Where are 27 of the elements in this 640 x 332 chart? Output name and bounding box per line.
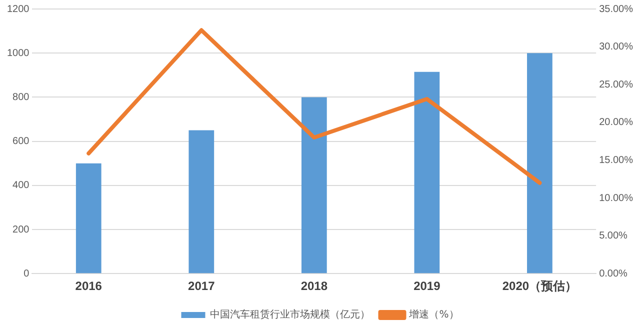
- y-tick-label: 0: [24, 268, 30, 280]
- x-tick-label: 2018: [300, 279, 328, 294]
- x-tick-label: 2017: [188, 279, 216, 294]
- y2-tick-label: 5.00%: [599, 230, 628, 242]
- x-tick-label: 2016: [75, 279, 102, 294]
- legend-label: 中国汽车租赁行业市场规模（亿元）: [210, 308, 370, 321]
- y2-tick-label: 15.00%: [599, 154, 634, 166]
- y-tick-label: 200: [12, 224, 30, 236]
- y-tick-label: 800: [12, 92, 30, 103]
- y2-tick-label: 30.00%: [599, 42, 634, 53]
- y2-tick-label: 20.00%: [599, 117, 634, 128]
- x-tick-label: 2020（预估）: [502, 279, 578, 294]
- x-tick-label: 2019: [414, 279, 441, 294]
- y2-tick-label: 0.00%: [599, 268, 628, 280]
- y2-tick-label: 35.00%: [599, 4, 634, 15]
- y2-tick-label: 25.00%: [599, 79, 634, 90]
- y2-tick-label: 10.00%: [599, 192, 634, 204]
- y-tick-label: 1200: [6, 4, 30, 15]
- y-tick-label: 600: [12, 136, 30, 148]
- bar: [527, 53, 552, 274]
- y-tick-label: 1000: [6, 48, 30, 59]
- y-tick-label: 400: [12, 180, 30, 192]
- bar: [414, 72, 440, 274]
- legend-label: 增速（%）: [408, 308, 459, 321]
- bar: [76, 163, 102, 274]
- bar: [188, 130, 214, 274]
- bar: [301, 97, 327, 274]
